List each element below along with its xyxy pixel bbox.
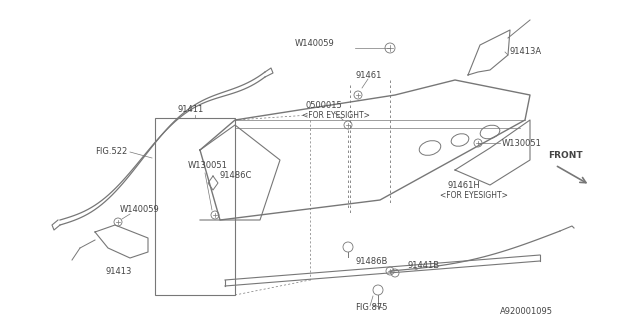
Text: 91413A: 91413A [510,47,542,57]
Text: 0500015: 0500015 [305,100,342,109]
Text: W130051: W130051 [502,139,542,148]
Text: FIG.875: FIG.875 [355,303,387,313]
Text: 91461H: 91461H [448,180,481,189]
Text: <FOR EYESIGHT>: <FOR EYESIGHT> [440,191,508,201]
Text: FRONT: FRONT [548,150,582,159]
Text: 91461: 91461 [355,70,381,79]
Text: 91413: 91413 [105,268,131,276]
Text: 91486C: 91486C [220,171,252,180]
Text: A920001095: A920001095 [500,308,553,316]
Text: W130051: W130051 [188,161,228,170]
Bar [155,118,235,295]
Text: 91411: 91411 [178,106,204,115]
Text: 91486B: 91486B [355,258,387,267]
Text: W140059: W140059 [295,39,335,49]
Text: <FOR EYESIGHT>: <FOR EYESIGHT> [302,111,370,121]
Text: W140059: W140059 [120,205,160,214]
Text: 91441B: 91441B [408,260,440,269]
Text: FIG.522: FIG.522 [95,148,127,156]
